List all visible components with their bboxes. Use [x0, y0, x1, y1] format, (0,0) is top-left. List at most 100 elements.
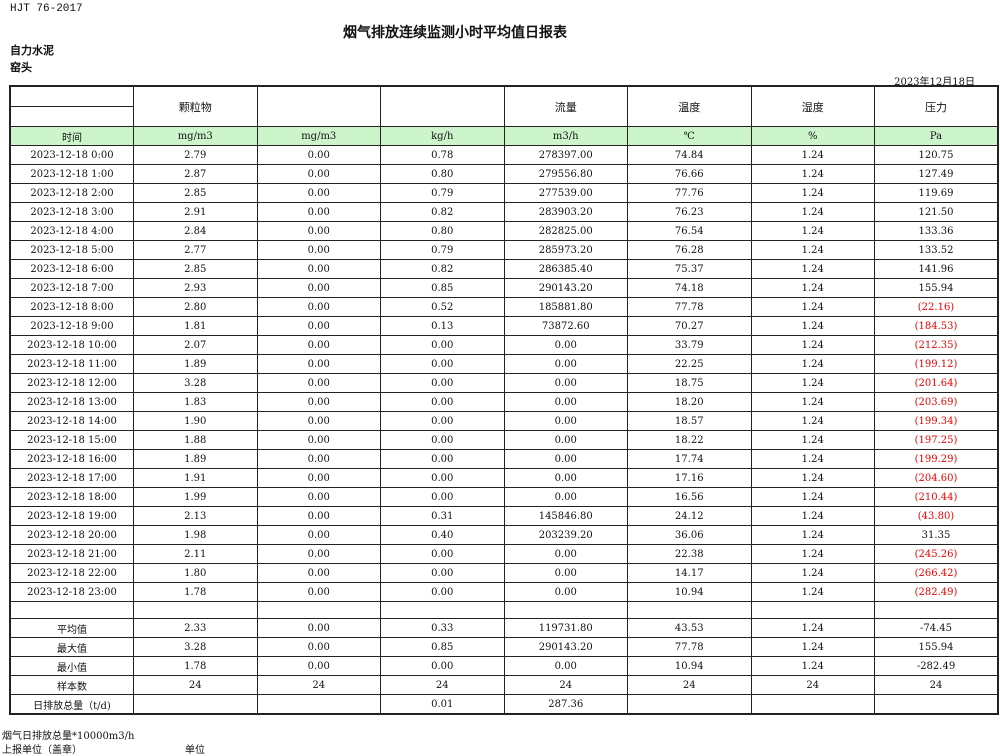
table-row: 2023-12-18 5:00 2.77 0.00 0.79 285973.20 76.2…	[9, 240, 999, 260]
data-cell: 18.20	[627, 392, 752, 412]
data-cell: 0.31	[380, 506, 505, 526]
data-cell: (203.69)	[874, 392, 999, 412]
data-cell: 31.35	[874, 525, 999, 545]
data-cell: 2.07	[133, 335, 258, 355]
table-row: 2023-12-18 6:00 2.85 0.00 0.82 286385.40 75.3…	[9, 259, 999, 279]
data-cell: 0.00	[256, 656, 381, 676]
data-cell: 1.24	[750, 259, 875, 279]
header-row: 颗粒物 流量 温度 湿度 压力	[9, 85, 999, 127]
data-cell: 0.00	[256, 164, 381, 184]
data-cell: 0.00	[256, 563, 381, 583]
table-row: 2023-12-18 9:00 1.81 0.00 0.13 73872.60 70.27…	[9, 316, 999, 336]
data-cell: (199.34)	[874, 411, 999, 431]
data-cell: 0.82	[380, 202, 505, 222]
data-cell: 1.24	[750, 240, 875, 260]
data-cell: 1.24	[750, 563, 875, 583]
row-label: 样本数	[9, 675, 134, 695]
data-cell: 0.00	[256, 259, 381, 279]
data-cell: 1.24	[750, 297, 875, 317]
row-label: 日排放总量（t/d)	[9, 694, 134, 715]
data-cell: 22.38	[627, 544, 752, 564]
data-cell: 0.00	[380, 656, 505, 676]
header-flow: 流量	[503, 85, 628, 127]
data-cell: 0.00	[503, 411, 628, 431]
data-cell: 24	[380, 675, 505, 695]
table-row: 2023-12-18 10:00 2.07 0.00 0.00 0.00 33.79 1.2…	[9, 335, 999, 355]
data-cell: 290143.20	[503, 637, 628, 657]
unit-cell: %	[750, 126, 875, 146]
data-cell: 0.33	[380, 618, 505, 638]
data-cell: 1.24	[750, 411, 875, 431]
data-cell: 120.75	[874, 145, 999, 165]
data-cell	[750, 694, 875, 715]
row-label: 2023-12-18 15:00	[9, 430, 134, 450]
row-label: 2023-12-18 8:00	[9, 297, 134, 317]
data-cell: 1.89	[133, 354, 258, 374]
row-label: 2023-12-18 10:00	[9, 335, 134, 355]
data-cell: 0.40	[380, 525, 505, 545]
data-cell	[874, 694, 999, 715]
data-cell: 73872.60	[503, 316, 628, 336]
data-cell: 1.89	[133, 449, 258, 469]
data-cell: 74.18	[627, 278, 752, 298]
data-cell: 2.13	[133, 506, 258, 526]
row-label: 最大值	[9, 637, 134, 657]
report-date: 2023年12月18日	[894, 77, 975, 88]
data-cell: 1.78	[133, 656, 258, 676]
data-cell: 0.00	[256, 278, 381, 298]
data-cell: 0.00	[380, 373, 505, 393]
table-row: 2023-12-18 23:00 1.78 0.00 0.00 0.00 10.94 1.2…	[9, 582, 999, 602]
data-cell: 0.00	[503, 487, 628, 507]
footer-unit-label: 单位	[185, 745, 205, 756]
units-row: 时间 mg/m3 mg/m3 kg/h m3/h ℃% Pa	[9, 126, 999, 146]
table-row: 2023-12-18 13:00 1.83 0.00 0.00 0.00 18.20 1.2…	[9, 392, 999, 412]
data-cell: 0.00	[256, 582, 381, 602]
table-row: 2023-12-18 22:00 1.80 0.00 0.00 0.00 14.17 1.2…	[9, 563, 999, 583]
data-cell: -282.49	[874, 656, 999, 676]
data-cell: 16.56	[627, 487, 752, 507]
empty-cell	[503, 601, 628, 619]
data-cell: 10.94	[627, 582, 752, 602]
data-cell: 155.94	[874, 637, 999, 657]
data-cell: 36.06	[627, 525, 752, 545]
data-cell: 0.00	[256, 335, 381, 355]
data-cell: 0.00	[380, 582, 505, 602]
data-cell: 0.80	[380, 221, 505, 241]
data-cell: 24	[256, 675, 381, 695]
data-cell: 24	[874, 675, 999, 695]
data-cell: 1.98	[133, 525, 258, 545]
data-cell: 127.49	[874, 164, 999, 184]
header-temperature: 温度	[627, 85, 752, 127]
data-cell: 0.79	[380, 240, 505, 260]
data-cell: 286385.40	[503, 259, 628, 279]
data-cell: 0.00	[256, 618, 381, 638]
data-cell: 1.24	[750, 392, 875, 412]
data-cell: (199.29)	[874, 449, 999, 469]
row-label: 2023-12-18 6:00	[9, 259, 134, 279]
unit-cell: mg/m3	[256, 126, 381, 146]
data-cell: 0.01	[380, 694, 505, 715]
header-col-4	[380, 85, 505, 127]
data-cell: 0.00	[256, 297, 381, 317]
data-cell: 0.00	[256, 373, 381, 393]
data-cell: 1.24	[750, 449, 875, 469]
data-cell: 0.00	[256, 354, 381, 374]
data-cell: 1.24	[750, 637, 875, 657]
data-cell: 24	[627, 675, 752, 695]
data-cell: 133.52	[874, 240, 999, 260]
data-cell: 155.94	[874, 278, 999, 298]
data-cell: 76.54	[627, 221, 752, 241]
data-cell: 1.24	[750, 582, 875, 602]
table-row: 2023-12-18 15:00 1.88 0.00 0.00 0.00 18.22 1.2…	[9, 430, 999, 450]
table-row: 2023-12-18 17:00 1.91 0.00 0.00 0.00 17.16 1.2…	[9, 468, 999, 488]
data-cell: 0.00	[503, 335, 628, 355]
empty-cell	[256, 601, 381, 619]
empty-cell	[9, 601, 134, 619]
row-label: 2023-12-18 14:00	[9, 411, 134, 431]
data-cell: 0.00	[256, 221, 381, 241]
unit-cell: Pa	[874, 126, 999, 146]
data-cell: 0.00	[256, 449, 381, 469]
row-label: 2023-12-18 16:00	[9, 449, 134, 469]
row-label: 2023-12-18 4:00	[9, 221, 134, 241]
data-cell: 2.33	[133, 618, 258, 638]
